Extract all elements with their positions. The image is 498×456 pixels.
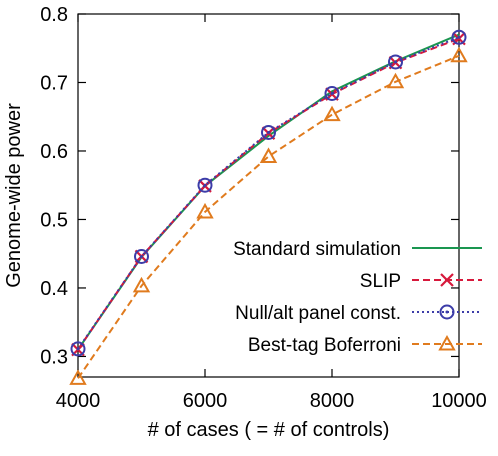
legend-item-1: SLIP bbox=[360, 271, 482, 292]
plot-frame bbox=[77, 13, 460, 378]
series-3-point-5 bbox=[386, 72, 405, 89]
legend-item-2: Null/alt panel const. bbox=[235, 303, 482, 324]
y-tick-label-1: 0.4 bbox=[40, 278, 68, 300]
axes: 4000 6000 8000 10000 0.3 0.4 0.5 0.6 0.7 0.8 bbox=[40, 4, 487, 412]
series-2-point-3 bbox=[261, 124, 276, 140]
x-tick-label-3: 10000 bbox=[431, 390, 487, 412]
legend-item-0: Standard simulation bbox=[233, 239, 482, 260]
x-tick-label-0: 4000 bbox=[56, 390, 101, 412]
y-tick-label-3: 0.6 bbox=[40, 141, 68, 163]
x-axis-label: # of cases ( = # of controls) bbox=[148, 419, 390, 441]
y-tick-label-2: 0.5 bbox=[40, 209, 68, 231]
series-3 bbox=[69, 46, 468, 385]
series-2-point-5 bbox=[388, 54, 403, 70]
series-2-point-6 bbox=[451, 29, 467, 45]
x-tick-label-2: 8000 bbox=[310, 390, 355, 412]
series-2-point-0 bbox=[70, 341, 86, 357]
series-3-point-0 bbox=[69, 369, 87, 385]
legend: Standard simulation SLIP Null/alt panel co… bbox=[233, 239, 482, 356]
series-line-3 bbox=[77, 54, 460, 379]
series-2-point-2 bbox=[197, 177, 213, 193]
legend-marker-3 bbox=[438, 334, 456, 351]
x-tick-label-1: 6000 bbox=[183, 390, 228, 412]
legend-label-0: Standard simulation bbox=[233, 239, 401, 260]
legend-item-3: Best-tag Boferroni bbox=[248, 334, 482, 356]
y-tick-label-4: 0.7 bbox=[40, 72, 68, 94]
legend-label-1: SLIP bbox=[360, 271, 401, 292]
series-3-point-3 bbox=[259, 147, 278, 163]
series-3-point-4 bbox=[323, 105, 341, 122]
y-tick-label-0: 0.3 bbox=[40, 346, 68, 368]
legend-label-2: Null/alt panel const. bbox=[235, 303, 401, 324]
series-2-point-4 bbox=[324, 85, 340, 101]
y-axis-label: Genome-wide power bbox=[3, 103, 25, 288]
series-2-point-1 bbox=[134, 248, 149, 264]
legend-label-3: Best-tag Boferroni bbox=[248, 335, 401, 356]
legend-marker-1 bbox=[440, 273, 454, 287]
series-2 bbox=[70, 29, 467, 357]
y-tick-label-5: 0.8 bbox=[40, 4, 68, 26]
plot-series bbox=[69, 29, 468, 385]
series-3-point-1 bbox=[132, 276, 151, 293]
legend-marker-2 bbox=[439, 304, 455, 320]
series-3-point-6 bbox=[450, 46, 468, 63]
series-3-point-2 bbox=[196, 202, 214, 219]
